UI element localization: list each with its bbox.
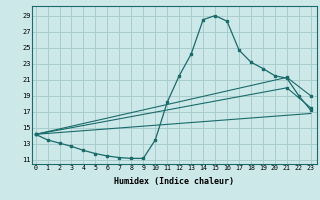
X-axis label: Humidex (Indice chaleur): Humidex (Indice chaleur) (115, 177, 234, 186)
